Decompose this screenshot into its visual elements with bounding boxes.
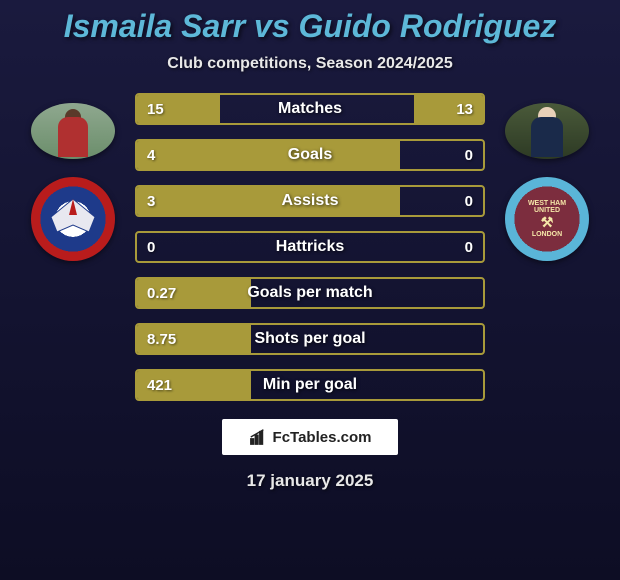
stat-row-goals: 4 0 Goals [135, 139, 485, 171]
right-player-photo [505, 103, 589, 159]
stat-right-value: 0 [465, 193, 473, 210]
stat-label: Goals [288, 146, 332, 164]
left-club-badge [31, 177, 115, 261]
stat-right-value: 0 [465, 147, 473, 164]
stat-label: Assists [282, 192, 339, 210]
stat-row-matches: 15 13 Matches [135, 93, 485, 125]
stat-left-value: 15 [147, 101, 164, 118]
comparison-main: 15 13 Matches 4 0 Goals 3 0 Assists 0 0 Hattricks 0.… [0, 93, 620, 401]
comparison-date: 17 january 2025 [0, 471, 620, 491]
stat-row-goals-per-match: 0.27 Goals per match [135, 277, 485, 309]
stat-right-value: 13 [456, 101, 473, 118]
footer-brand-badge[interactable]: FcTables.com [222, 419, 398, 455]
left-side [23, 93, 123, 261]
footer-brand-text: FcTables.com [273, 429, 372, 446]
stat-bars: 15 13 Matches 4 0 Goals 3 0 Assists 0 0 Hattricks 0.… [135, 93, 485, 401]
stat-label: Goals per match [247, 284, 372, 302]
stat-row-assists: 3 0 Assists [135, 185, 485, 217]
right-side: WEST HAMUNITED⚒LONDON [497, 93, 597, 261]
comparison-subtitle: Club competitions, Season 2024/2025 [0, 55, 620, 73]
stat-right-value: 0 [465, 239, 473, 256]
stat-left-value: 421 [147, 377, 172, 394]
stat-left-value: 0.27 [147, 285, 176, 302]
stat-row-hattricks: 0 0 Hattricks [135, 231, 485, 263]
stat-left-value: 8.75 [147, 331, 176, 348]
stat-label: Shots per goal [254, 330, 365, 348]
stat-row-min-per-goal: 421 Min per goal [135, 369, 485, 401]
stat-left-value: 3 [147, 193, 155, 210]
stat-row-shots-per-goal: 8.75 Shots per goal [135, 323, 485, 355]
stat-label: Hattricks [276, 238, 344, 256]
left-player-photo [31, 103, 115, 159]
palace-eagle-icon [31, 177, 115, 261]
comparison-title: Ismaila Sarr vs Guido Rodriguez [0, 0, 620, 45]
chart-icon [249, 428, 267, 446]
westham-text: WEST HAMUNITED⚒LONDON [528, 200, 566, 238]
fill-left [137, 187, 400, 215]
fill-left [137, 141, 400, 169]
stat-left-value: 0 [147, 239, 155, 256]
right-club-badge: WEST HAMUNITED⚒LONDON [505, 177, 589, 261]
stat-left-value: 4 [147, 147, 155, 164]
stat-label: Min per goal [263, 376, 357, 394]
stat-label: Matches [278, 100, 342, 118]
